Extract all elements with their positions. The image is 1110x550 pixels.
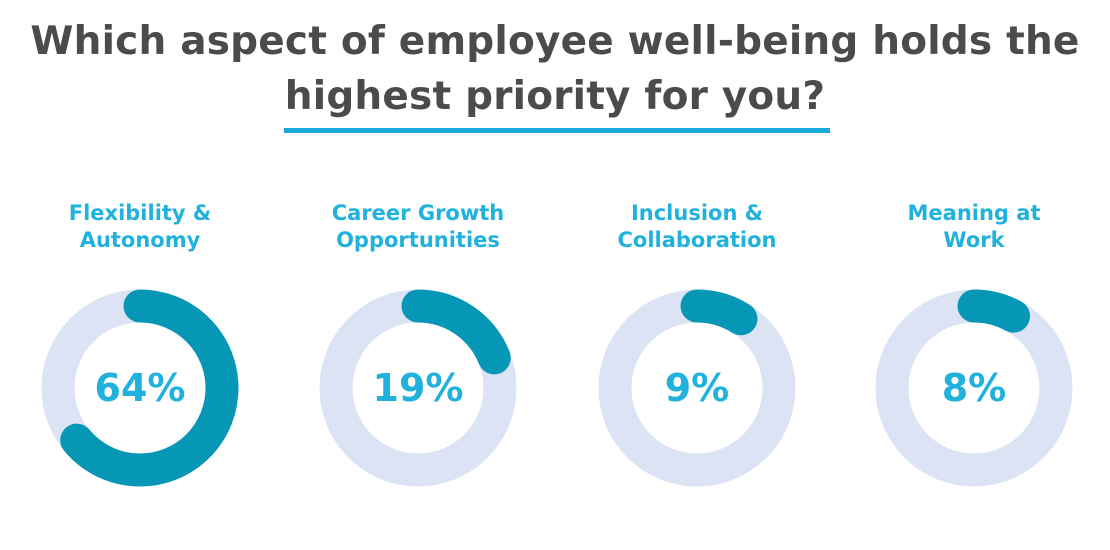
chart-title-line-2: highest priority for you?: [284, 74, 826, 119]
category-label: Career Growth Opportunities: [298, 200, 538, 254]
donut-chart: [875, 289, 1073, 487]
donut-chart: [319, 289, 517, 487]
chart-title: Which aspect of employee well-being hold…: [0, 14, 1110, 124]
category-label-line-2: Work: [943, 228, 1005, 252]
donut-chart: [598, 289, 796, 487]
donut-item-meaning: Meaning at Work 8%: [854, 198, 1094, 498]
donut-value-arc: [41, 289, 239, 487]
category-label-line-2: Autonomy: [79, 228, 201, 252]
category-label-line-2: Opportunities: [336, 228, 500, 252]
donut-value-arc: [875, 289, 1073, 487]
title-underline: [284, 128, 830, 133]
category-label: Inclusion & Collaboration: [577, 200, 817, 254]
chart-title-line-1: Which aspect of employee well-being hold…: [30, 19, 1080, 64]
category-label-line-2: Collaboration: [617, 228, 777, 252]
value-label: 8%: [941, 366, 1007, 410]
category-label: Flexibility & Autonomy: [20, 200, 260, 254]
value-label: 9%: [664, 366, 730, 410]
category-label: Meaning at Work: [854, 200, 1094, 254]
donut-item-career-growth: Career Growth Opportunities 19%: [298, 198, 538, 498]
donut-chart: [41, 289, 239, 487]
donut-value-arc: [598, 289, 796, 487]
category-label-line-1: Inclusion &: [630, 201, 764, 225]
donut-item-flexibility: Flexibility & Autonomy 64%: [20, 198, 260, 498]
donut-value-arc: [319, 289, 517, 487]
category-label-line-1: Career Growth: [331, 201, 505, 225]
category-label-line-1: Meaning at: [907, 201, 1041, 225]
value-label: 64%: [94, 366, 186, 410]
value-label: 19%: [372, 366, 464, 410]
donut-item-inclusion: Inclusion & Collaboration 9%: [577, 198, 817, 498]
category-label-line-1: Flexibility &: [68, 201, 212, 225]
